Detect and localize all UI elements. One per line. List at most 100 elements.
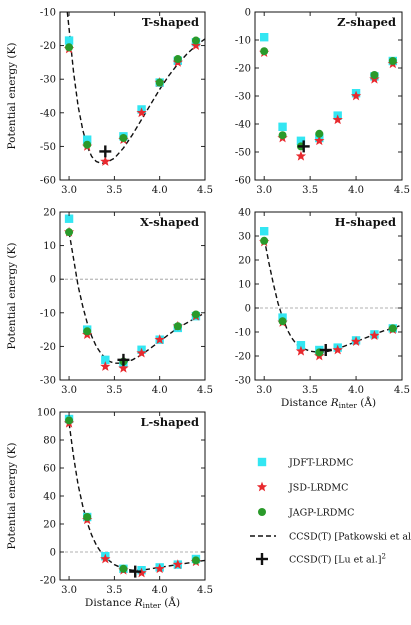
y-tick-label: 0: [50, 275, 56, 286]
point-jagp-lrdmc: [173, 55, 182, 64]
y-tick-label: 0: [245, 304, 251, 315]
panel-title: L-shaped: [140, 415, 199, 429]
y-tick-label: 80: [43, 436, 56, 447]
jsd-marker: [256, 481, 268, 492]
point-jsd-lrdmc: [136, 347, 147, 358]
y-tick-label: -10: [235, 328, 251, 339]
point-jdft-lrdmc: [278, 122, 287, 131]
point-jsd-lrdmc: [100, 156, 111, 166]
legend-label: JSD-LRDMC: [288, 483, 348, 494]
point-jagp-lrdmc: [83, 140, 92, 149]
x-tick-label: 3.0: [256, 385, 272, 396]
jagp-marker: [258, 508, 266, 516]
y-tick-label: -20: [40, 342, 56, 353]
point-jagp-lrdmc: [260, 47, 269, 56]
point-jsd-lrdmc: [136, 107, 147, 118]
point-jagp-lrdmc: [370, 71, 379, 79]
y-axis-label: Potential energy (K): [6, 243, 18, 350]
x-tick-label: 4.5: [394, 185, 410, 196]
legend-item-ccsd-lu: CCSD(T) [Lu et al.]2: [256, 553, 386, 566]
plot-frame: [59, 211, 206, 381]
y-tick-label: -20: [40, 576, 56, 587]
ccsd-point: [117, 353, 130, 366]
point-jsd-lrdmc: [154, 563, 165, 574]
point-jagp-lrdmc: [278, 317, 287, 326]
x-tick-label: 4.5: [197, 385, 213, 396]
point-jsd-lrdmc: [172, 559, 183, 569]
legend-label: CCSD(T) [Lu et al.]2: [289, 553, 386, 566]
point-jagp-lrdmc: [155, 78, 164, 87]
point-jagp-lrdmc: [65, 228, 74, 237]
x-tick-label: 4.0: [348, 385, 364, 396]
y-axis-label: Potential energy (K): [6, 43, 18, 150]
panel-x-shaped: 3.0 3.5 4.0 4.5 -30 -20 -10 0 10 20 X-shaped Potent…: [6, 208, 213, 397]
plot-frame: [59, 11, 206, 181]
y-tick-label: -60: [235, 176, 251, 187]
x-tick-label: 4.0: [152, 585, 168, 596]
y-tick-label: 60: [43, 464, 56, 475]
point-jagp-lrdmc: [388, 324, 397, 333]
point-jsd-lrdmc: [100, 553, 111, 564]
plot-frame: [254, 11, 403, 181]
y-axis-label: Potential energy (K): [6, 443, 18, 550]
point-jsd-lrdmc: [314, 135, 325, 146]
x-tick-label: 3.5: [106, 185, 122, 196]
point-jsd-lrdmc: [332, 114, 343, 125]
point-jsd-lrdmc: [332, 344, 343, 355]
legend-label: CCSD(T) [Patkowski et al.]1: [289, 530, 411, 543]
point-jsd-lrdmc: [295, 150, 307, 161]
point-jdft-lrdmc: [101, 355, 110, 365]
y-tick-label: -50: [40, 142, 56, 153]
y-tick-label: 20: [238, 256, 251, 267]
x-tick-label: 4.0: [152, 385, 168, 396]
y-tick-label: 20: [43, 520, 56, 531]
point-jagp-lrdmc: [83, 327, 92, 336]
point-jagp-lrdmc: [119, 134, 128, 142]
point-jsd-lrdmc: [295, 345, 307, 356]
ccsd-curve: [68, 423, 205, 571]
panel-t-shaped: 3.0 3.5 4.0 4.5 -60 -50 -40 -30 -20 -10 T-shaped Po…: [6, 8, 213, 197]
x-axis-label: Distance Rinter (Å): [281, 395, 376, 410]
point-jsd-lrdmc: [369, 330, 380, 340]
point-jagp-lrdmc: [315, 129, 324, 138]
panel-title: T-shaped: [142, 15, 199, 29]
x-tick-label: 4.5: [197, 585, 213, 596]
ccsd-curve: [68, 232, 205, 364]
y-tick-label: -30: [40, 376, 56, 387]
y-tick-label: -20: [235, 352, 251, 363]
point-jagp-lrdmc: [388, 57, 397, 65]
point-jagp-lrdmc: [119, 564, 128, 573]
ccsd-point: [297, 140, 310, 153]
y-tick-label: -30: [235, 92, 251, 103]
x-tick-label: 3.0: [256, 185, 272, 196]
x-tick-label: 3.5: [302, 185, 318, 196]
y-tick-label: 40: [43, 492, 56, 503]
y-tick-label: -10: [235, 36, 251, 47]
y-tick-label: -40: [40, 108, 56, 119]
plot-frame: [254, 211, 403, 381]
ccsd-point: [319, 344, 332, 356]
y-tick-label: 0: [50, 548, 56, 559]
y-tick-label: 20: [43, 208, 56, 219]
legend-item-jagp: JAGP-LRDMC: [258, 508, 354, 519]
plot-frame: [59, 411, 206, 581]
legend-label: JAGP-LRDMC: [288, 508, 354, 519]
point-jagp-lrdmc: [191, 310, 200, 319]
legend-label: JDFT-LRDMC: [288, 458, 353, 469]
x-tick-label: 3.0: [61, 385, 77, 396]
point-jdft-lrdmc: [64, 36, 74, 45]
legend-item-jsd: JSD-LRDMC: [256, 481, 348, 494]
y-tick-label: 100: [37, 408, 56, 419]
x-tick-label: 3.5: [302, 385, 318, 396]
legend-item-jdft: JDFT-LRDMC: [257, 458, 353, 469]
point-jsd-lrdmc: [100, 361, 111, 371]
panel-l-shaped: 3.0 3.5 4.0 4.5 -20 0 20 40 60 80 100 L-shaped Poten…: [6, 408, 213, 611]
point-jagp-lrdmc: [191, 556, 200, 565]
point-jagp-lrdmc: [65, 43, 74, 52]
y-tick-label: 10: [238, 280, 251, 291]
point-jsd-lrdmc: [350, 90, 362, 101]
ccsd-point: [99, 145, 112, 158]
y-tick-label: -50: [235, 148, 251, 159]
x-tick-label: 4.0: [348, 185, 364, 196]
